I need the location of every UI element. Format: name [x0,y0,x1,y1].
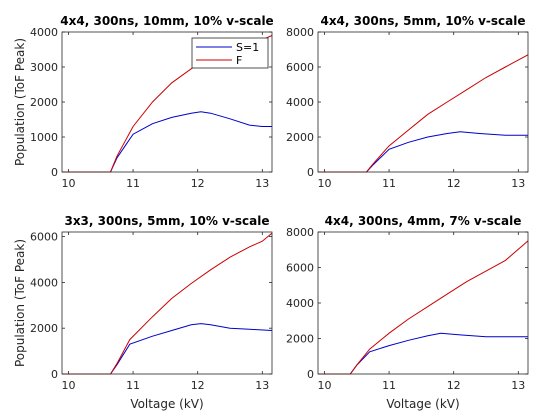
x-tick-label: 10 [317,177,331,190]
subplot-title: 4x4, 300ns, 10mm, 10% v-scale [60,14,273,28]
y-tick-label: 2000 [286,333,314,346]
plot-area [318,232,528,374]
x-tick-label: 13 [511,379,525,392]
x-tick-label: 12 [191,177,205,190]
y-tick-label: 2000 [286,131,314,144]
x-tick-label: 12 [447,379,461,392]
subplot-2: 10 11 12 13 0 2000 4000 6000 8000 4x4, 300ns, 5mm… [286,14,529,190]
x-tick-label: 12 [447,177,461,190]
x-tick-label: 12 [191,379,205,392]
legend-box [191,37,269,69]
y-tick-label: 0 [307,166,314,179]
y-tick-label: 4000 [30,276,58,289]
y-axis-label: Population (ToF Peak) [13,38,27,166]
series-line-f [318,240,529,375]
y-tick-label: 0 [307,368,314,381]
x-tick-label: 11 [382,177,396,190]
x-tick-label: 10 [61,379,75,392]
subplot-4: 10 11 12 13 0 2000 4000 6000 8000 4x4, 300ns, 4mm… [286,214,529,411]
y-tick-label: 1000 [30,131,58,144]
x-tick-label: 13 [511,177,525,190]
y-tick-label: 6000 [30,231,58,244]
x-tick-label: 11 [126,379,140,392]
plot-area [318,32,528,172]
y-tick-label: 3000 [30,61,58,74]
series-line-f [318,54,529,173]
y-tick-label: 8000 [286,26,314,39]
y-tick-label: 8000 [286,226,314,239]
subplot-title: 4x4, 300ns, 4mm, 7% v-scale [325,214,522,228]
x-tick-label: 13 [255,177,269,190]
legend-label: S=1 [236,41,259,54]
x-axis-label: Voltage (kV) [386,397,459,411]
legend-label: F [236,54,242,67]
x-tick-label: 13 [255,379,269,392]
subplot-title: 3x3, 300ns, 5mm, 10% v-scale [64,214,269,228]
y-tick-label: 4000 [286,96,314,109]
y-tick-label: 2000 [30,96,58,109]
y-tick-label: 4000 [286,297,314,310]
axes-frame [61,231,273,375]
x-tick-label: 11 [126,177,140,190]
series-line-s-1 [62,111,272,173]
subplot-3: 10 11 12 13 0 2000 4000 6000 3x3, 300ns, 5mm, 10… [13,214,273,411]
series-line-f [62,232,273,375]
y-tick-label: 6000 [286,61,314,74]
y-tick-label: 0 [51,368,58,381]
subplot-title: 4x4, 300ns, 5mm, 10% v-scale [320,14,525,28]
x-tick-label: 10 [61,177,75,190]
y-tick-label: 6000 [286,262,314,275]
y-tick-label: 0 [51,166,58,179]
legend: S=1F [191,37,269,69]
y-tick-label: 4000 [30,26,58,39]
x-tick-label: 10 [317,379,331,392]
x-tick-label: 11 [382,379,396,392]
y-axis-label: Population (ToF Peak) [13,239,27,367]
y-tick-label: 2000 [30,322,58,335]
x-axis-label: Voltage (kV) [130,397,203,411]
